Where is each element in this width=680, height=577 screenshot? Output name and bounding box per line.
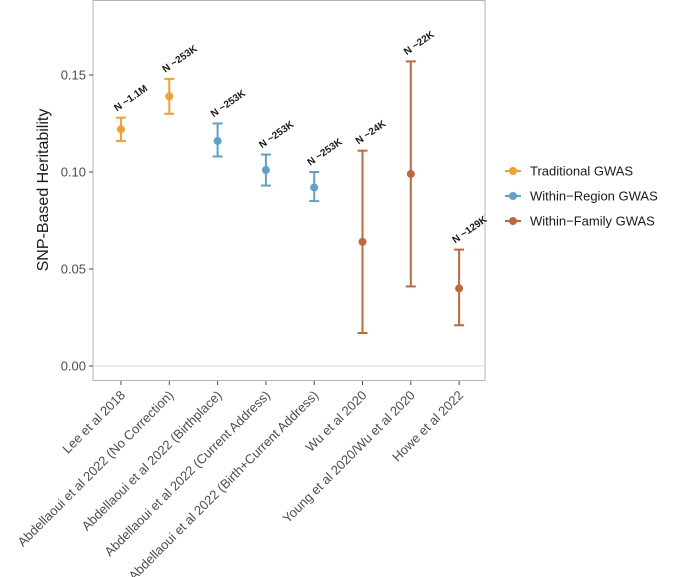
plot-panel — [92, 0, 486, 381]
estimate-point — [455, 284, 464, 293]
errorbar-4 — [260, 153, 271, 187]
y-tick-label: 0.15 — [61, 68, 86, 83]
legend-key-point — [509, 217, 517, 225]
estimate-point — [358, 237, 367, 246]
errorbar-6 — [357, 149, 368, 335]
y-tick-label: 0.05 — [61, 262, 86, 277]
legend-label: Within−Family GWAS — [530, 214, 655, 229]
estimate-point — [213, 136, 222, 145]
legend-item: Within−Family GWAS — [505, 214, 655, 229]
legend-key-point — [509, 192, 517, 200]
estimate-point — [261, 166, 270, 175]
legend-label: Within−Region GWAS — [530, 189, 658, 204]
errorbar-7 — [405, 60, 416, 288]
errorbar-1 — [116, 116, 126, 142]
y-tick-label: 0.10 — [61, 165, 86, 180]
errorbar-3 — [212, 122, 223, 158]
legend-label: Traditional GWAS — [530, 164, 633, 179]
y-axis-title: SNP-Based Heritability — [35, 109, 52, 272]
legend-item: Within−Region GWAS — [505, 189, 658, 204]
y-tick-label: 0.00 — [61, 359, 86, 374]
errorbar-5 — [309, 171, 320, 203]
data-marks — [116, 60, 465, 335]
legend-item: Traditional GWAS — [505, 164, 633, 179]
y-axis: 0.00 0.05 0.10 0.15 — [61, 68, 93, 374]
legend: Traditional GWAS Within−Region GWAS Within… — [505, 164, 658, 229]
estimate-point — [310, 183, 319, 192]
estimate-point — [117, 125, 125, 134]
estimate-point — [406, 169, 415, 178]
estimate-point — [165, 92, 174, 101]
legend-key-point — [509, 167, 517, 175]
errorbar-2 — [164, 77, 175, 115]
errorbar-8 — [454, 248, 465, 327]
